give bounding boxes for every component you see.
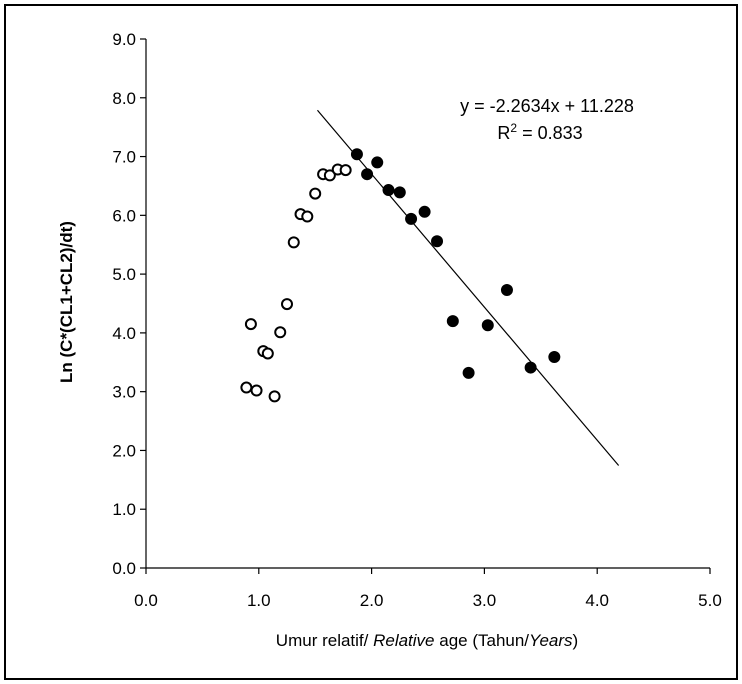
open-point (244, 318, 257, 331)
x-tick-label: 0.0 (134, 591, 158, 610)
open-point (323, 169, 336, 182)
filled-point (524, 361, 537, 374)
y-tick-label: 8.0 (112, 89, 136, 108)
r-squared-value: = 0.833 (517, 123, 583, 143)
x-axis-title-part: ) (573, 631, 579, 650)
r-squared-superscript: 2 (510, 121, 517, 135)
y-tick-label: 4.0 (112, 324, 136, 343)
filled-point (462, 366, 475, 379)
open-point (301, 210, 314, 223)
y-tick-label: 3.0 (112, 383, 136, 402)
data-points (240, 148, 561, 403)
filled-point (382, 184, 395, 197)
y-tick-label: 2.0 (112, 441, 136, 460)
filled-point (405, 212, 418, 225)
filled-point (393, 186, 406, 199)
x-axis-title-part: Relative (373, 631, 434, 650)
open-point (250, 384, 263, 397)
y-tick-label: 0.0 (112, 559, 136, 578)
filled-point (446, 315, 459, 328)
open-point (287, 236, 300, 249)
r-squared-label: R2 = 0.833 (497, 121, 582, 143)
filled-point (418, 205, 431, 218)
chart-frame (4, 4, 738, 680)
open-point (268, 390, 281, 403)
x-tick-label: 3.0 (473, 591, 497, 610)
x-tick-label: 1.0 (247, 591, 271, 610)
open-point (274, 326, 287, 339)
x-axis-title-part: Years (529, 631, 573, 650)
open-point (240, 381, 253, 394)
y-tick-label: 5.0 (112, 265, 136, 284)
open-point (281, 298, 293, 311)
y-tick-label: 6.0 (112, 206, 136, 225)
filled-point (431, 235, 444, 248)
axes (140, 38, 711, 574)
x-tick-label: 4.0 (585, 591, 609, 610)
x-axis-title-part: (Tahun/ (468, 631, 530, 650)
open-point (309, 187, 322, 200)
filled-point (361, 168, 374, 181)
y-tick-label: 1.0 (112, 500, 136, 519)
x-axis-title: Umur relatif/ Relative age (Tahun/Years) (276, 631, 578, 650)
open-point (339, 164, 352, 177)
filled-point (548, 350, 561, 363)
y-tick-labels: 0.0 1.0 2.0 3.0 4.0 5.0 6.0 7.0 8.0 9.0 (112, 30, 136, 578)
x-tick-label: 2.0 (360, 591, 384, 610)
filled-point (371, 156, 384, 169)
x-axis-title-part: Umur relatif/ (276, 631, 373, 650)
y-axis-title: Ln (C*(CL1+CL2)/dt) (57, 221, 76, 383)
x-axis-title-part: age (435, 631, 468, 650)
y-tick-label: 7.0 (112, 148, 136, 167)
filled-point (350, 148, 363, 161)
filled-point (481, 319, 494, 332)
y-tick-label: 9.0 (112, 30, 136, 49)
filled-point (500, 283, 513, 296)
trendline-equation: y = -2.2634x + 11.228 (460, 96, 634, 116)
x-tick-label: 5.0 (698, 591, 722, 610)
trendline-group (316, 109, 620, 466)
trendline (316, 109, 620, 466)
open-point (261, 347, 274, 360)
x-tick-labels: 0.0 1.0 2.0 3.0 4.0 5.0 (134, 591, 722, 610)
r-squared-prefix: R (497, 123, 510, 143)
